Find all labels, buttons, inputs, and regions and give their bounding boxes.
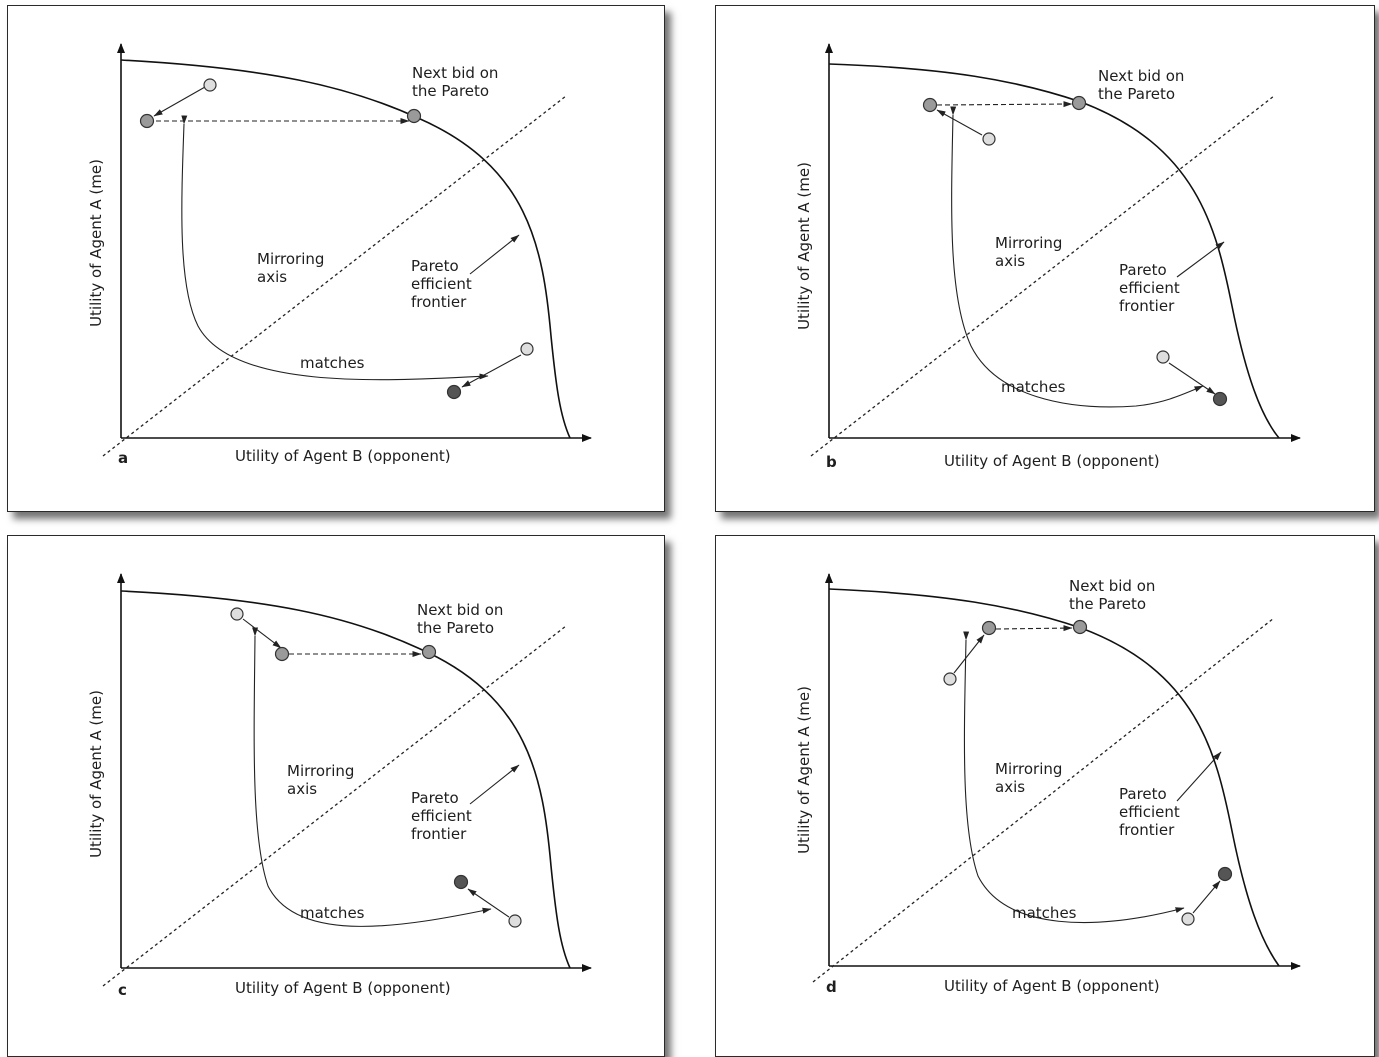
x-axis-label: Utility of Agent B (opponent) [944,452,1160,470]
opponent-bid-lower [1156,350,1170,364]
move-arrow-top [953,634,985,674]
y-axis-label: Utility of Agent A (me) [795,686,813,854]
next-bid-dashed-arrow [936,101,1073,108]
mirroring-label-line-1: Mirroring [257,250,324,268]
opponent-bid-lower [1181,912,1195,926]
pareto-label-line-2: efficient [1119,279,1180,297]
move-arrow-bottom [461,354,522,388]
opponent-previous-bid [943,672,957,686]
next-bid-point [421,644,437,660]
diagram-panel-d: Next bid on the Pareto Mirroring axis Pa… [715,535,1375,1057]
pareto-label-arrow [469,764,520,805]
matches-label: matches [300,354,365,372]
pareto-frontier-curve [120,590,571,969]
pareto-label-line-1: Pareto [1119,261,1167,279]
move-arrow-bottom [1192,880,1221,914]
move-arrow-top [153,86,206,117]
mirroring-label-line-1: Mirroring [995,760,1062,778]
next-bid-label-line-1: Next bid on [1069,577,1155,595]
opponent-previous-bid [203,78,217,92]
x-axis-label: Utility of Agent B (opponent) [235,979,451,997]
mirroring-axis-line [810,95,1275,457]
next-bid-point [406,108,422,124]
pareto-label-line-2: efficient [1119,803,1180,821]
matches-arrow [252,627,492,927]
opponent-bid-lower [508,914,522,928]
y-axis-label: Utility of Agent A (me) [87,159,105,327]
opponent-bid-lower [520,342,534,356]
x-axis-label: Utility of Agent B (opponent) [235,447,451,465]
mirroring-label-line-1: Mirroring [287,762,354,780]
panel-b-svg: Next bid on the Pareto Mirroring axis Pa… [795,43,1301,471]
mirrored-bid-lower [1212,391,1228,407]
matches-arrow [950,106,1204,408]
opponent-previous-bid [230,607,244,621]
matches-label: matches [1012,904,1077,922]
move-arrow-top [242,618,282,649]
diagram-panel-b: Next bid on the Pareto Mirroring axis Pa… [715,5,1375,512]
next-bid-point [1071,95,1087,111]
mirroring-axis-line [102,625,567,987]
my-previous-bid [139,113,155,129]
mirroring-label-line-2: axis [995,252,1025,270]
move-arrow-top [936,109,983,136]
mirrored-bid-lower [1217,866,1233,882]
mirroring-axis-line [102,95,567,457]
my-previous-bid [922,97,938,113]
pareto-label-arrow [1176,751,1222,802]
next-bid-label-line-2: the Pareto [412,82,489,100]
mirroring-axis-line [812,617,1275,983]
y-axis-label: Utility of Agent A (me) [795,162,813,330]
matches-arrow [963,631,1185,924]
mirrored-bid-lower [453,874,469,890]
pareto-label-line-3: frontier [1119,297,1175,315]
next-bid-label-line-2: the Pareto [1098,85,1175,103]
matches-label: matches [1001,378,1066,396]
diagram-panel-a: Next bid on the Pareto Mirroring axis Pa… [7,5,665,512]
panel-letter: b [826,453,837,471]
mirroring-label-line-2: axis [257,268,287,286]
mirrored-bid-lower [446,384,462,400]
y-axis-label: Utility of Agent A (me) [87,690,105,858]
pareto-label-arrow [1176,241,1225,278]
next-bid-label-line-1: Next bid on [412,64,498,82]
next-bid-label-line-1: Next bid on [1098,67,1184,85]
matches-label: matches [300,904,365,922]
pareto-label-arrow [469,234,520,275]
pareto-label-line-3: frontier [1119,821,1175,839]
panel-d-svg: Next bid on the Pareto Mirroring axis Pa… [795,573,1301,996]
pareto-label-line-3: frontier [411,825,467,843]
opponent-previous-bid [982,132,996,146]
pareto-label-line-3: frontier [411,293,467,311]
next-bid-dashed-arrow [995,625,1073,632]
next-bid-label-line-2: the Pareto [1069,595,1146,613]
next-bid-label-line-2: the Pareto [417,619,494,637]
panel-letter: a [118,449,128,467]
mirroring-label-line-2: axis [287,780,317,798]
my-previous-bid [274,646,290,662]
next-bid-point [1072,619,1088,635]
my-previous-bid [981,620,997,636]
mirroring-label-line-2: axis [995,778,1025,796]
pareto-label-line-1: Pareto [411,257,459,275]
panel-letter: c [118,981,127,999]
diagram-panel-c: Next bid on the Pareto Mirroring axis Pa… [7,535,665,1057]
mirroring-label-line-1: Mirroring [995,234,1062,252]
panel-a-svg: Next bid on the Pareto Mirroring axis Pa… [87,43,592,467]
panel-c-svg: Next bid on the Pareto Mirroring axis Pa… [87,573,592,999]
pareto-frontier-curve [120,59,571,439]
pareto-label-line-1: Pareto [411,789,459,807]
move-arrow-bottom [1168,362,1216,395]
pareto-label-line-2: efficient [411,807,472,825]
x-axis-label: Utility of Agent B (opponent) [944,977,1160,995]
pareto-label-line-2: efficient [411,275,472,293]
matches-arrow [181,115,489,381]
next-bid-label-line-1: Next bid on [417,601,503,619]
pareto-label-line-1: Pareto [1119,785,1167,803]
panel-letter: d [826,978,837,996]
